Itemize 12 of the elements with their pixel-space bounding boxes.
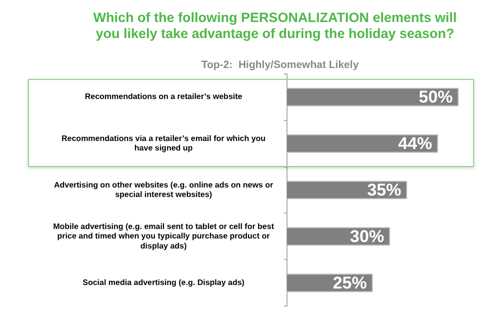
- y-tick-label: Advertising on other websites (e.g. online ads on news or special interest websites): [54, 180, 274, 200]
- chart-title: Which of the following PERSONALIZATION elements will you likely take advantage of during the holiday season?: [92, 10, 458, 42]
- data-label: 35%: [367, 180, 402, 200]
- data-label: 50%: [418, 88, 453, 107]
- chart-subtitle: Top-2: Highly/Somewhat Likely: [200, 59, 360, 71]
- data-label: 44%: [398, 134, 432, 154]
- y-tick-label: Social media advertising (e.g. Display ads): [82, 278, 245, 288]
- data-label: 25%: [332, 274, 367, 293]
- data-label: 30%: [350, 227, 384, 246]
- y-tick-label: Recommendations on a retailer’s website: [84, 92, 243, 102]
- y-tick-label: Mobile advertising (e.g. email sent to tablet or cell for best price and timed when you typically purchase product or display ads): [53, 222, 274, 250]
- y-tick-label: Recommendations via a retailer’s email for which you have signed up: [61, 134, 266, 153]
